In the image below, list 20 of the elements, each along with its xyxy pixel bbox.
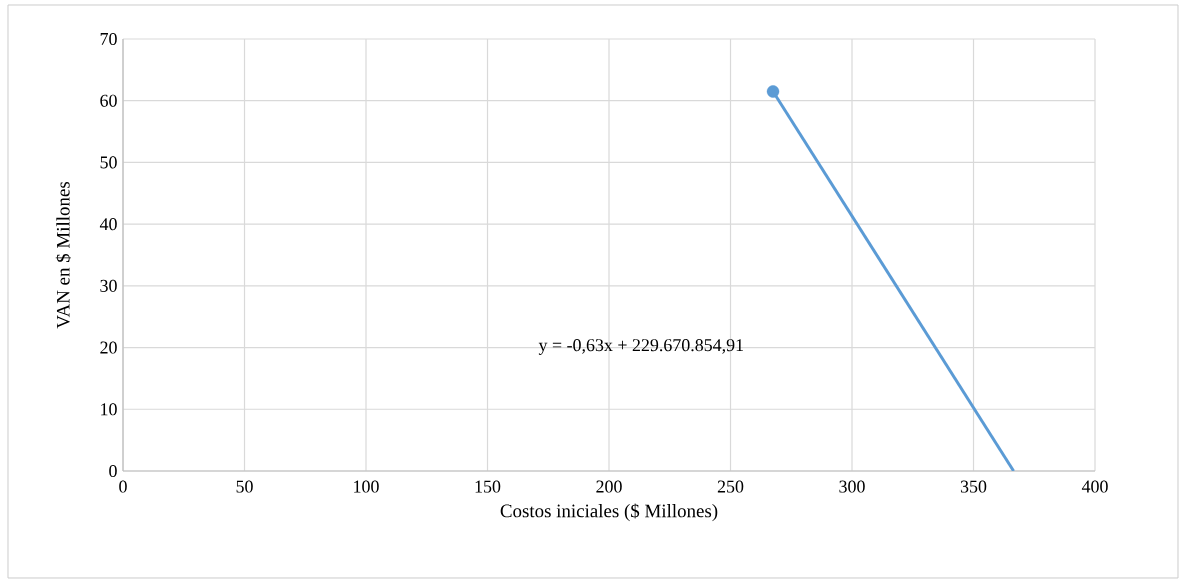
y-tick-label: 0 — [109, 464, 117, 478]
x-tick-label: 50 — [236, 480, 253, 493]
y-tick-label: 70 — [100, 32, 117, 46]
x-axis-title: Costos iniciales ($ Millones) — [500, 503, 718, 522]
y-tick-label: 40 — [99, 218, 117, 231]
annotation: y = -0,63x + 229.670.854,91 — [538, 339, 743, 355]
y-tick-label: 20 — [100, 341, 117, 354]
y-tick-label: 60 — [100, 94, 117, 107]
x-tick-label: 400 — [1081, 480, 1108, 493]
y-tick-label: 50 — [100, 156, 117, 169]
y-axis-title: VAN en $ Millones — [55, 181, 71, 329]
x-tick-label: 100 — [354, 480, 379, 493]
x-tick-label: 300 — [839, 480, 865, 493]
x-tick-label: 350 — [960, 480, 987, 493]
x-tick-label: 250 — [717, 480, 744, 493]
y-tick-label: 10 — [101, 403, 117, 416]
x-tick-label: 0 — [119, 480, 127, 493]
x-tick-label: 200 — [596, 480, 622, 493]
x-tick-label: 150 — [475, 480, 501, 493]
y-tick-label: 30 — [100, 279, 117, 292]
